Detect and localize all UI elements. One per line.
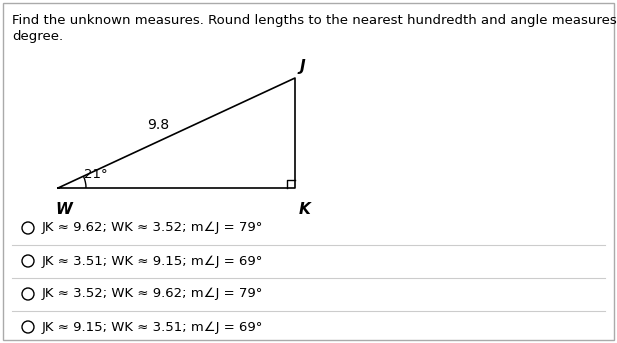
- Text: JK ≈ 3.51; WK ≈ 9.15; m∠J = 69°: JK ≈ 3.51; WK ≈ 9.15; m∠J = 69°: [42, 255, 263, 268]
- Text: degree.: degree.: [12, 30, 63, 43]
- Text: 21°: 21°: [84, 168, 107, 181]
- Text: J: J: [300, 59, 305, 74]
- Text: W: W: [55, 202, 72, 217]
- Text: Find the unknown measures. Round lengths to the nearest hundredth and angle meas: Find the unknown measures. Round lengths…: [12, 14, 617, 27]
- Text: JK ≈ 3.52; WK ≈ 9.62; m∠J = 79°: JK ≈ 3.52; WK ≈ 9.62; m∠J = 79°: [42, 287, 263, 300]
- Text: K: K: [299, 202, 311, 217]
- Text: JK ≈ 9.62; WK ≈ 3.52; m∠J = 79°: JK ≈ 9.62; WK ≈ 3.52; m∠J = 79°: [42, 222, 263, 235]
- Text: 9.8: 9.8: [147, 118, 170, 132]
- Text: JK ≈ 9.15; WK ≈ 3.51; m∠J = 69°: JK ≈ 9.15; WK ≈ 3.51; m∠J = 69°: [42, 320, 263, 333]
